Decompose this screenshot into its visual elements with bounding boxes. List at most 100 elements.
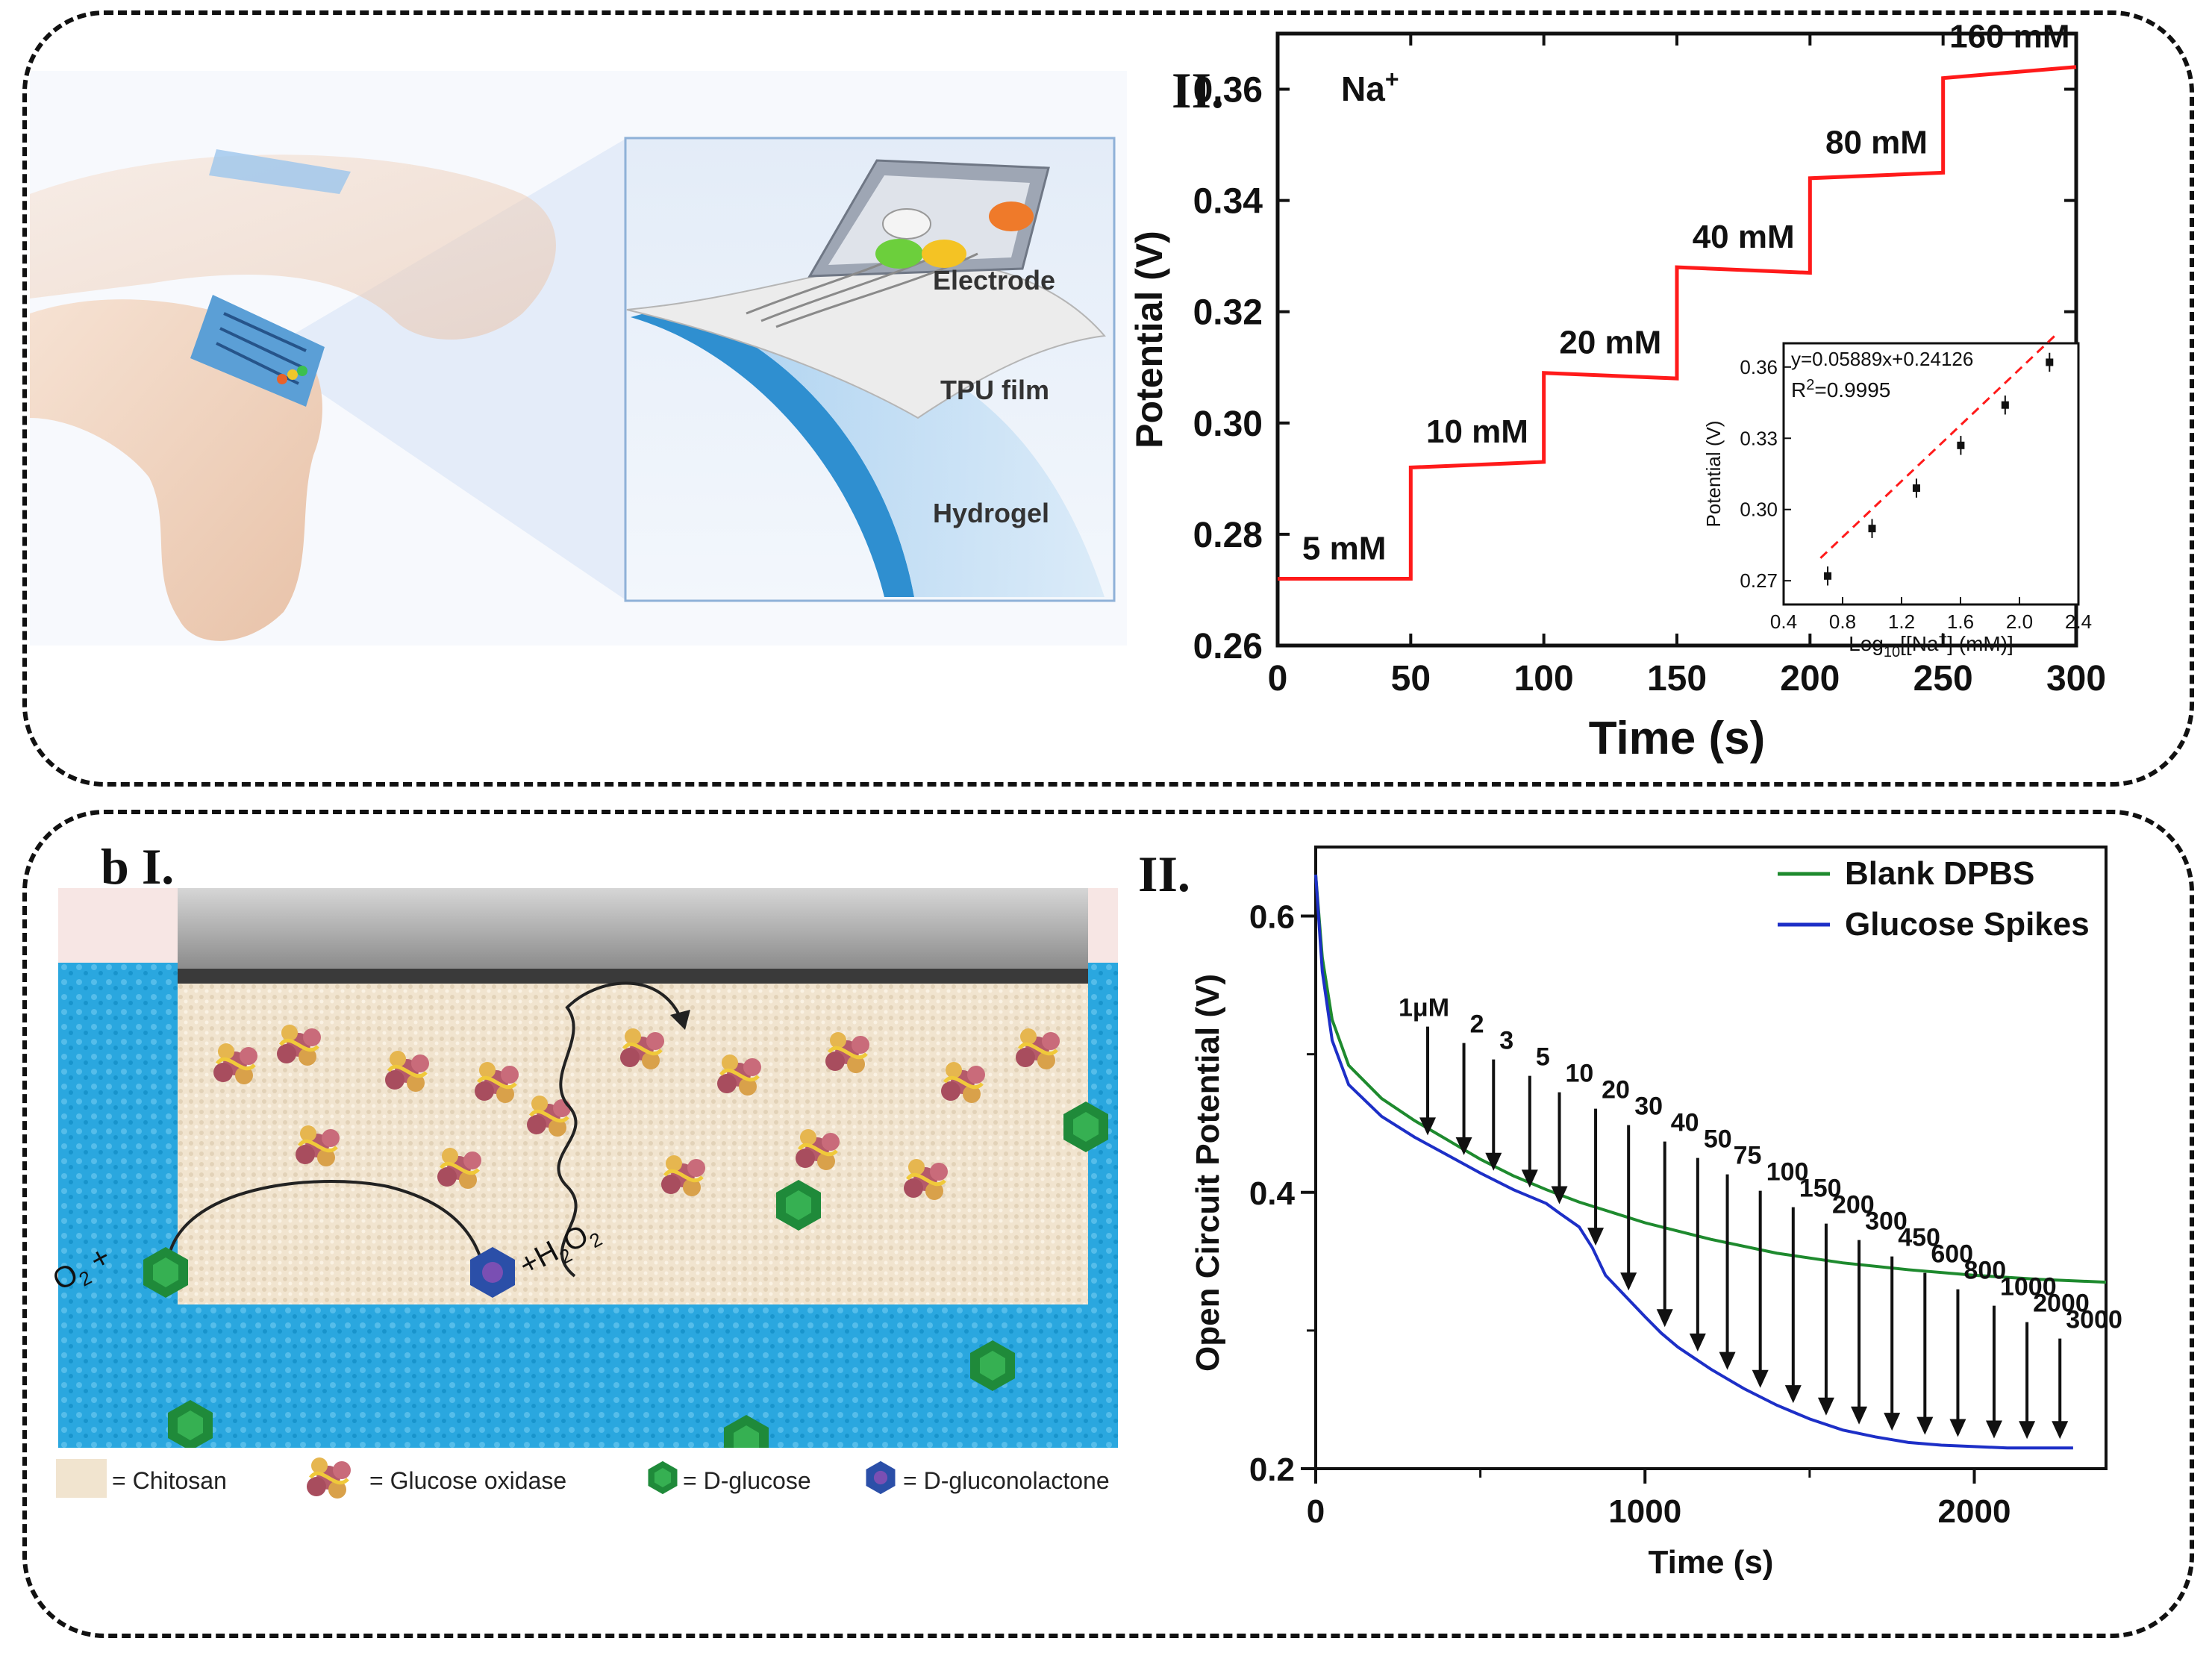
na-x-tick-label: 50	[1391, 659, 1431, 699]
patch-electrode-dot	[277, 374, 287, 384]
inset-y-tick-label: 0.36	[1740, 356, 1778, 378]
spike-label: 200	[1832, 1191, 1875, 1219]
inset-x-tick-label: 1.6	[1947, 610, 1974, 633]
na-y-tick-label: 0.32	[1193, 293, 1263, 333]
inset-point	[1824, 572, 1832, 580]
hydrogel-layer	[631, 306, 914, 597]
spike-arrowhead	[1851, 1406, 1868, 1425]
spike-arrowhead	[2019, 1421, 2036, 1440]
inset-frame	[1782, 342, 2080, 606]
gl-y-tick-label: 0.6	[1249, 899, 1295, 936]
spike-arrowhead	[1521, 1169, 1538, 1188]
electrode-pad-yellow	[922, 240, 966, 268]
gl-series	[1314, 874, 2107, 1450]
inset-fit-equation: y=0.05889x+0.24126	[1791, 348, 1973, 370]
spike-label: 600	[1931, 1240, 1973, 1269]
inset-r-squared: R2=0.9995	[1791, 377, 1890, 401]
inset-y-tick-label: 0.33	[1740, 427, 1778, 449]
inset-y-tick-label: 0.30	[1740, 499, 1778, 521]
na-x-tick-label: 150	[1647, 659, 1707, 699]
na-annotation: Na+	[1341, 66, 1399, 108]
na-step-label: 5 mM	[1302, 531, 1386, 567]
legend-blank-dpbs: Blank DPBS	[1845, 855, 2034, 892]
na-y-tick-label: 0.30	[1193, 404, 1263, 444]
inset-fit-line	[1819, 333, 2058, 559]
spike-arrowhead	[1656, 1309, 1673, 1328]
spike-arrowhead	[1949, 1419, 1966, 1437]
electrode-label: Electrode	[933, 265, 1055, 296]
h2o2-equation-label: +H2O2	[514, 1213, 606, 1287]
gl-x-tick-label: 1000	[1608, 1493, 1681, 1530]
inset-x-tick-label: 2.4	[2065, 610, 2092, 633]
forearm-with-fist	[30, 299, 322, 641]
na-axes: 0 50 100 150 200 250 300 0.26 0.28 0.30 0.32 0.34 0.…	[1193, 31, 2106, 699]
tpu-film-label: TPU film	[940, 375, 1049, 405]
na-x-tick-label: 300	[2046, 659, 2106, 699]
spike-label: 5	[1536, 1043, 1550, 1072]
spike-arrowhead	[1752, 1369, 1769, 1388]
spike-label: 1μM	[1399, 994, 1449, 1022]
na-y-tick-label: 0.36	[1193, 71, 1263, 110]
blank-dpbs-line	[1314, 874, 2107, 1284]
na-x-axis-label: Time (s)	[1589, 713, 1766, 764]
gl-x-axis-label: Time (s)	[1649, 1544, 1774, 1581]
na-step-line	[1278, 65, 2077, 581]
spike-label: 800	[1963, 1257, 2006, 1285]
legend-chitosan: = Chitosan	[112, 1467, 227, 1494]
panel-a-sub2-label: II.	[1172, 62, 1224, 119]
na-step-label: 40 mM	[1693, 219, 1795, 255]
gl-y-tick-label: 0.4	[1249, 1175, 1296, 1212]
hydrogel-label: Hydrogel	[933, 498, 1049, 528]
na-x-tick-label: 0	[1268, 659, 1288, 699]
spike-label: 20	[1602, 1076, 1630, 1104]
panel-b-sub2-label: II.	[1138, 846, 1190, 902]
spike-label: 100	[1766, 1158, 1809, 1187]
spike-arrowhead	[1916, 1416, 1934, 1435]
electrode-block	[178, 888, 1088, 970]
spike-arrowhead	[1419, 1117, 1437, 1136]
na-x-tick-label: 100	[1514, 659, 1574, 699]
inset-x-tick-label: 0.8	[1829, 610, 1856, 633]
spike-arrowhead	[1985, 1420, 2002, 1439]
na-y-axis-label: Potential (V)	[1128, 231, 1170, 449]
panel-a-frame	[22, 10, 2194, 787]
peroxide-diffusion-arrow	[557, 981, 681, 1278]
na-x-tick-label: 250	[1913, 659, 1973, 699]
legend-glucose-spikes: Glucose Spikes	[1845, 906, 2090, 943]
panel-b-frame	[22, 810, 2194, 1638]
spike-label: 2	[1470, 1010, 1484, 1039]
spike-label: 300	[1865, 1207, 1908, 1236]
gl-plot-frame	[1314, 846, 2108, 1470]
spike-label: 40	[1671, 1109, 1699, 1137]
wearable-sensor-illustration: Electrode TPU film Hydrogel	[30, 71, 1127, 646]
electrode-base	[178, 969, 1088, 984]
spike-arrowhead	[2052, 1421, 2069, 1440]
gl-y-tick-label: 0.2	[1249, 1452, 1295, 1488]
na-step-label: 10 mM	[1426, 413, 1528, 450]
inset-y-axis-label: Potential (V)	[1702, 420, 1725, 527]
na-step-label: 80 mM	[1825, 124, 1928, 160]
upper-arm-patch	[209, 149, 351, 194]
spike-arrowhead	[1784, 1385, 1802, 1404]
na-inset: 0.4 0.8 1.2 1.6 2.0 2.4 0.27 0.30 0.33 0.36	[1740, 333, 2092, 633]
spike-label: 3	[1499, 1027, 1513, 1055]
upper-arm	[30, 154, 556, 340]
inset-point	[2046, 358, 2054, 366]
spike-label: 150	[1799, 1175, 1842, 1203]
na-y-tick-label: 0.34	[1193, 182, 1263, 222]
spike-arrowhead	[1587, 1228, 1605, 1246]
panel-b-letter: b I.	[101, 838, 175, 895]
spike-arrowhead	[1620, 1272, 1637, 1291]
legend-d-gluconolactone: = D-gluconolactone	[903, 1467, 1110, 1494]
inset-x-axis-label: Log10[[Na+] (mM)]	[1849, 629, 2013, 660]
legend-d-glucose: = D-glucose	[683, 1467, 811, 1494]
inset-point	[1868, 525, 1876, 533]
inset-x-tick-label: 0.4	[1770, 610, 1797, 633]
inset-point	[1957, 441, 1965, 449]
patch-electrode-dot	[287, 369, 298, 380]
na-step-label: 160 mM	[1949, 22, 2069, 55]
hydrogel-body	[672, 306, 1105, 597]
spike-arrowhead	[1817, 1397, 1834, 1416]
